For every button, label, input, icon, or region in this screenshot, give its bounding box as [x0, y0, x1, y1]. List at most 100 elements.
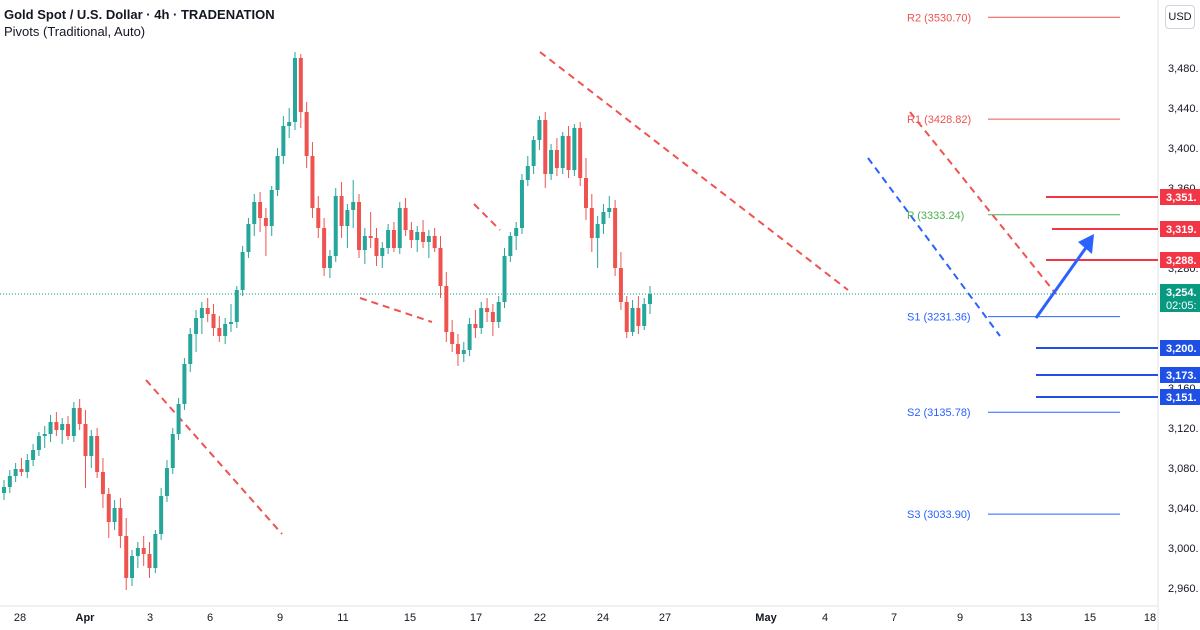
candle-body	[339, 196, 344, 226]
candle-body	[461, 350, 466, 354]
projection-arrow-head	[1078, 234, 1094, 254]
candle-body	[83, 424, 88, 456]
x-tick-label: 17	[470, 612, 482, 624]
y-tick-label: 3,440.	[1168, 103, 1199, 115]
candle-body	[275, 156, 280, 190]
candle-body	[153, 534, 158, 568]
x-tick-label: 3	[147, 612, 153, 624]
candle-body	[589, 208, 594, 238]
pivot-label: S3 (3033.90)	[907, 509, 971, 521]
candle-body	[455, 344, 460, 354]
candle-body	[560, 136, 565, 168]
projection-arrow-shaft	[1034, 241, 1092, 319]
candle-body	[397, 208, 402, 248]
price-level-tag	[1160, 252, 1200, 268]
x-tick-label: May	[755, 612, 777, 624]
candle-body	[537, 120, 542, 140]
candle-body	[188, 334, 193, 364]
candle-body	[554, 150, 559, 168]
candle-body	[7, 476, 12, 487]
y-tick-label: 3,080.	[1168, 463, 1199, 475]
candle-body	[60, 424, 65, 430]
candle-body	[42, 434, 47, 436]
y-tick-label: 3,480.	[1168, 63, 1199, 75]
candle-body	[525, 166, 530, 180]
candle-body	[566, 136, 571, 170]
candle-body	[141, 548, 146, 554]
candle-body	[380, 248, 385, 256]
countdown-label: 02:05:	[1166, 300, 1197, 312]
price-level-tag	[1160, 340, 1200, 356]
candle-body	[624, 302, 629, 332]
candle-body	[374, 238, 379, 256]
candle-body	[199, 308, 204, 318]
candle-body	[438, 248, 443, 286]
candle-body	[322, 228, 327, 268]
candle-body	[473, 324, 478, 328]
candle-body	[351, 202, 356, 210]
candle-body	[246, 224, 251, 252]
candle-body	[572, 128, 577, 170]
candle-body	[444, 286, 449, 332]
price-level-tag	[1160, 389, 1200, 405]
candle-body	[48, 422, 53, 434]
candle-body	[362, 236, 367, 250]
candle-body	[263, 218, 268, 226]
pivot-label: S1 (3231.36)	[907, 312, 971, 324]
candle-body	[595, 224, 600, 238]
candle-body	[118, 508, 123, 536]
indicator-label[interactable]: Pivots (Traditional, Auto)	[4, 24, 146, 39]
candle-body	[2, 487, 6, 493]
y-tick-label: 3,000.	[1168, 543, 1199, 555]
candle-body	[211, 314, 216, 328]
candle-body	[450, 332, 455, 344]
price-level-label: 3,351.	[1166, 192, 1197, 204]
x-tick-label: 28	[14, 612, 26, 624]
x-tick-label: 7	[891, 612, 897, 624]
candle-body	[485, 308, 490, 312]
pivot-label: P (3333.24)	[907, 210, 964, 222]
price-level-tag	[1160, 221, 1200, 237]
current-price-label: 3,254.	[1166, 287, 1197, 299]
candle-body	[194, 318, 199, 334]
candle-body	[618, 268, 623, 302]
candle-body	[345, 210, 350, 226]
trendline-support	[867, 157, 1001, 337]
candle-body	[357, 202, 362, 250]
y-tick-label: 2,960.	[1168, 583, 1199, 595]
currency-button[interactable]: USD	[1165, 5, 1195, 29]
price-level-tag	[1160, 367, 1200, 383]
x-tick-label: 18	[1144, 612, 1156, 624]
x-tick-label: 9	[957, 612, 963, 624]
candle-body	[409, 230, 414, 240]
trendline-resistance	[909, 111, 1057, 295]
candle-body	[584, 178, 588, 208]
candle-body	[386, 230, 391, 248]
candle-body	[287, 122, 292, 126]
x-tick-label: 15	[1084, 612, 1096, 624]
candle-body	[648, 294, 653, 304]
trendline-resistance	[539, 51, 849, 291]
candle-body	[304, 112, 309, 156]
candle-body	[164, 468, 169, 496]
symbol-title[interactable]: Gold Spot / U.S. Dollar · 4h · TRADENATI…	[4, 7, 275, 22]
candle-body	[240, 252, 245, 290]
candle-body	[124, 536, 129, 578]
candle-body	[432, 236, 437, 248]
candle-body	[293, 58, 297, 122]
candle-body	[391, 230, 396, 248]
candle-body	[490, 312, 495, 322]
candle-body	[228, 322, 233, 324]
x-tick-label: 24	[597, 612, 609, 624]
candle-body	[135, 548, 140, 556]
candle-body	[601, 212, 606, 224]
y-tick-label: 3,120.	[1168, 423, 1199, 435]
candle-body	[89, 436, 94, 456]
candle-body	[502, 256, 507, 302]
candle-body	[31, 450, 36, 460]
x-tick-label: 6	[207, 612, 213, 624]
candle-body	[281, 126, 286, 156]
x-tick-label: 27	[659, 612, 671, 624]
